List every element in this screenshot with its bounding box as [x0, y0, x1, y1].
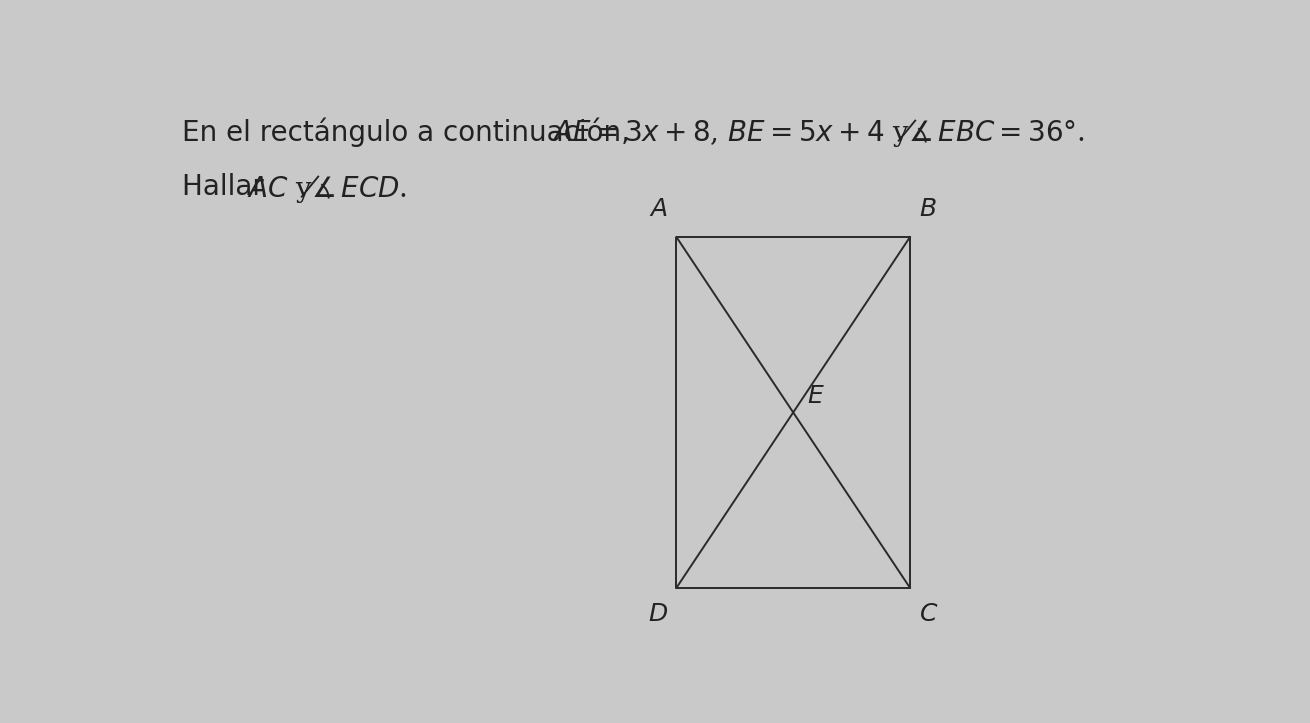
Text: $\mathit{AE}=3x+8$, $\mathit{BE}=5x+4$ y $\not\!\!\measuredangle\,\mathit{EBC}=3: $\mathit{AE}=3x+8$, $\mathit{BE}=5x+4$ y…	[552, 117, 1085, 150]
Text: $E$: $E$	[807, 385, 825, 408]
Text: Hallar: Hallar	[182, 173, 270, 201]
Text: $A$: $A$	[648, 199, 668, 221]
Text: En el rectángulo a continuación,: En el rectángulo a continuación,	[182, 117, 635, 147]
Text: $\mathit{AC}$ y $\not\!\!\measuredangle\,\mathit{ECD}$.: $\mathit{AC}$ y $\not\!\!\measuredangle\…	[248, 173, 407, 205]
Text: $B$: $B$	[920, 199, 937, 221]
Text: $C$: $C$	[918, 604, 938, 626]
Text: $D$: $D$	[648, 604, 668, 626]
